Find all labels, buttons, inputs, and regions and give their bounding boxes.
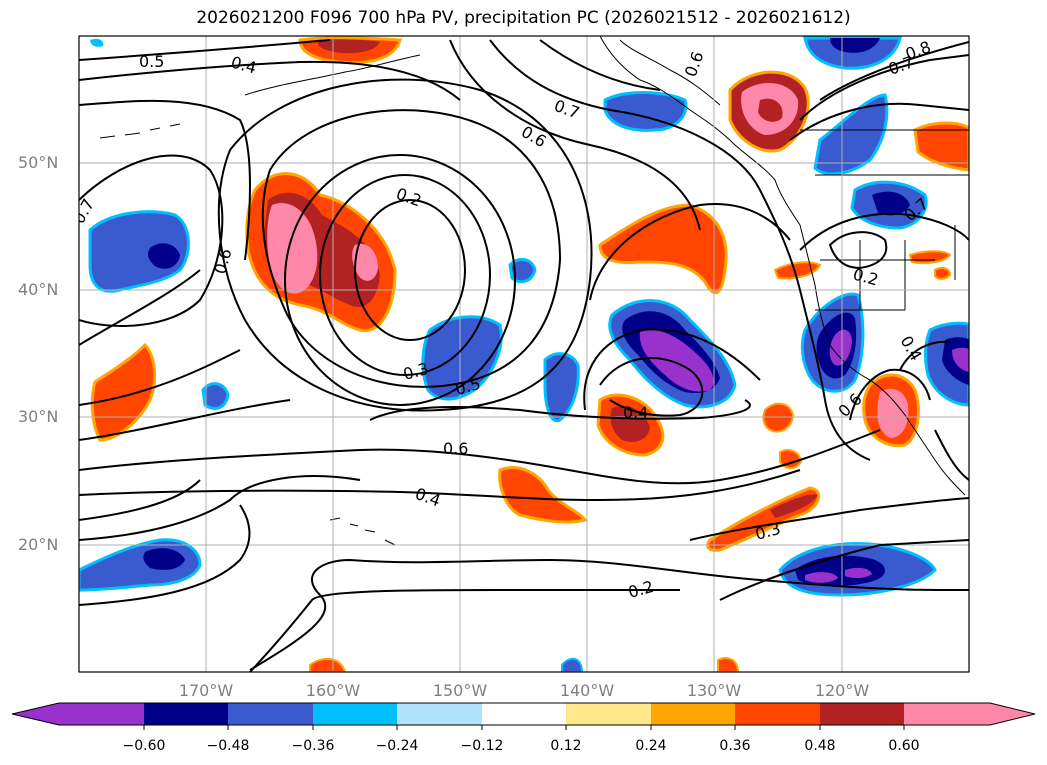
longitude-label: 130°W [686,681,742,700]
longitude-label: 120°W [814,681,870,700]
precip-negative-shading [79,36,969,672]
longitude-label: 170°W [178,681,234,700]
longitude-label: 150°W [432,681,488,700]
colorbar-tick-label: 0.12 [550,738,582,754]
graticule [79,36,969,672]
svg-text:0.4: 0.4 [623,403,648,422]
colorbar-tick-label: −0.12 [460,738,504,754]
colorbar-segment [820,703,904,725]
colorbar-segment [651,703,735,725]
longitude-label: 140°W [559,681,615,700]
colorbar-tick-label: −0.24 [375,738,419,754]
colorbar-segment [313,703,397,725]
colorbar-segment [144,703,228,725]
colorbar-segment [735,703,820,725]
colorbar-tick-label: 0.36 [719,738,751,754]
plot-frame [78,35,970,673]
svg-text:0.6: 0.6 [443,439,468,458]
colorbar-segment [482,703,566,725]
coastlines [99,36,969,546]
longitude-label: 160°W [305,681,361,700]
latitude-label: 20°N [18,535,59,554]
map-title: 2026021200 F096 700 hPa PV, precipitatio… [196,8,851,28]
pv-contours [79,39,969,672]
latitude-label: 30°N [18,407,59,426]
colorbar-tick-label: 0.48 [804,738,836,754]
colorbar-tick-label: −0.36 [291,738,335,754]
latitude-label: 50°N [18,153,59,172]
colorbar-tick-label: 0.60 [888,738,920,754]
colorbar-segment [59,703,144,725]
colorbar [11,702,1036,730]
colorbar-segment [397,703,482,725]
colorbar-segment [228,703,313,725]
colorbar-segment [990,703,1035,725]
colorbar-outline [11,702,1036,726]
colorbar-segment [566,703,651,725]
colorbar-tick-label: −0.60 [122,738,166,754]
svg-text:0.5: 0.5 [139,52,164,71]
colorbar-tick-label: −0.48 [206,738,250,754]
latitude-label: 40°N [18,280,59,299]
precip-positive-shading [90,36,969,672]
colorbar-segment [904,703,990,725]
colorbar-tick-label: 0.24 [635,738,667,754]
colorbar-segment [12,703,59,725]
